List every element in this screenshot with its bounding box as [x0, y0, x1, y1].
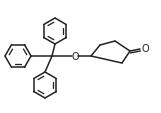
- Text: O: O: [141, 44, 149, 54]
- Text: O: O: [71, 52, 79, 61]
